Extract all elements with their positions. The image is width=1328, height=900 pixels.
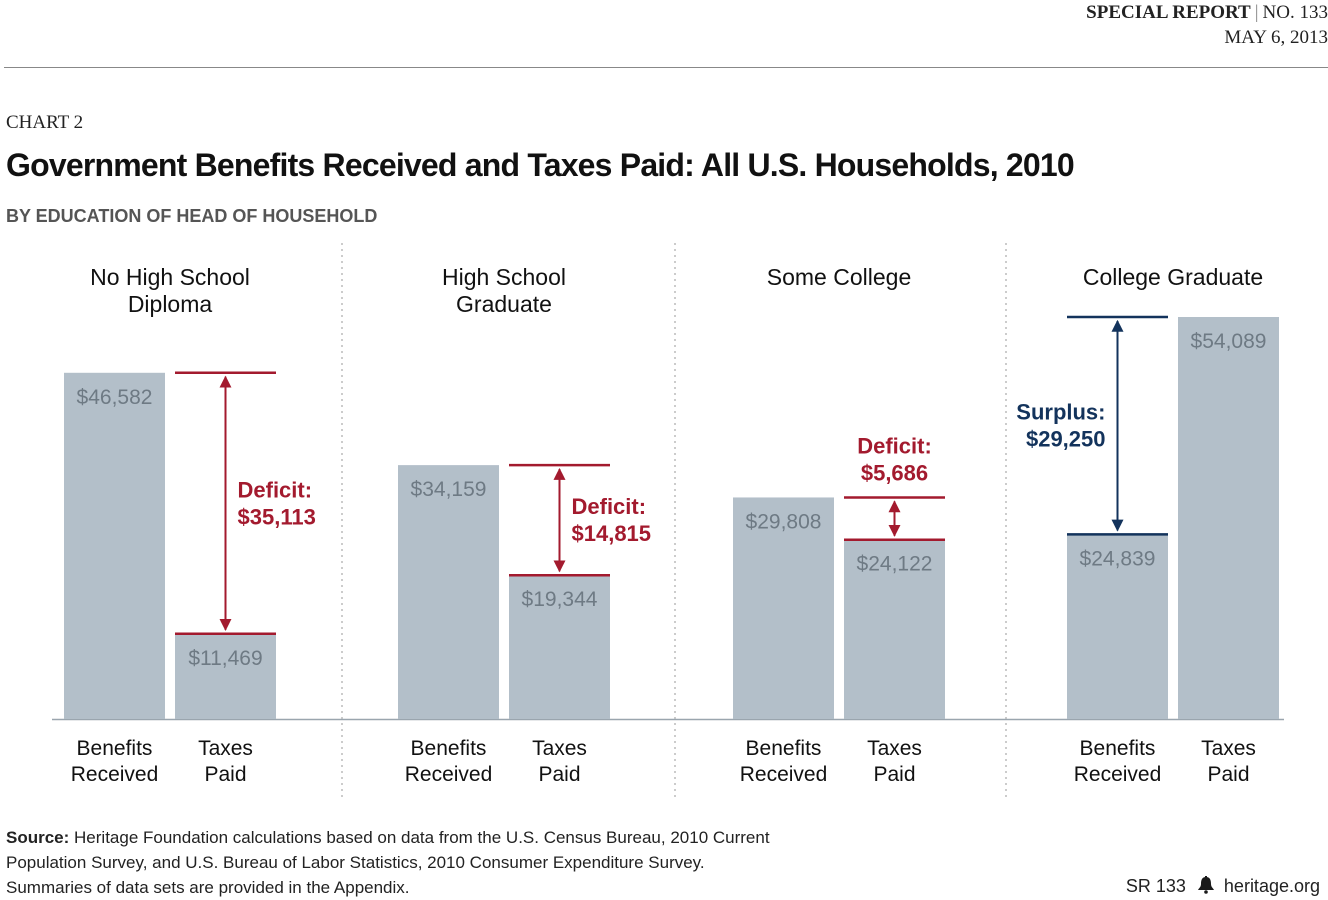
taxes-value-label: $19,344: [522, 588, 598, 611]
group-title: No High School Diploma: [90, 264, 250, 317]
report-number: NO. 133: [1262, 2, 1328, 23]
report-number-line: SPECIAL REPORT | NO. 133: [1086, 0, 1328, 25]
group-title: College Graduate: [1083, 264, 1263, 290]
group-title: Some College: [767, 264, 911, 290]
source-text: Heritage Foundation calculations based o…: [6, 828, 770, 897]
benefits-bar: [733, 497, 834, 719]
chart-subtitle: BY EDUCATION OF HEAD OF HOUSEHOLD: [6, 206, 378, 226]
report-label: SPECIAL REPORT: [1086, 2, 1251, 23]
taxes-value-label: $24,122: [857, 553, 933, 576]
chart-kicker: CHART 2: [6, 112, 84, 133]
difference-value: $5,686: [861, 460, 928, 485]
source-label: Source:: [6, 828, 70, 847]
source-note: Source: Heritage Foundation calculations…: [6, 825, 786, 900]
difference-value: $35,113: [238, 504, 316, 529]
taxes-bar: [1178, 317, 1279, 719]
taxes-axis-label: Taxes Paid: [532, 737, 587, 786]
benefits-axis-label: Benefits Received: [405, 737, 493, 786]
taxes-bar: [509, 575, 610, 719]
benefits-bar: [64, 372, 165, 719]
benefits-value-label: $34,159: [411, 478, 487, 501]
footer-site: heritage.org: [1223, 876, 1320, 896]
taxes-bar: [844, 539, 945, 719]
liberty-bell-icon: [1196, 876, 1216, 899]
difference-label: Deficit:: [238, 477, 313, 502]
footer: SR 133 heritage.org: [1126, 876, 1320, 899]
report-date: MAY 6, 2013: [1224, 27, 1328, 48]
separator: |: [1254, 2, 1259, 23]
difference-label: Surplus:: [1016, 400, 1105, 425]
benefits-axis-label: Benefits Received: [740, 737, 828, 786]
difference-label: Deficit:: [572, 494, 647, 519]
benefits-bar: [1067, 534, 1168, 719]
benefits-value-label: $24,839: [1080, 547, 1156, 570]
taxes-axis-label: Taxes Paid: [1201, 737, 1256, 786]
benefits-bar: [398, 465, 499, 719]
benefits-axis-label: Benefits Received: [1074, 737, 1162, 786]
taxes-value-label: $54,089: [1191, 330, 1267, 353]
taxes-bar: [175, 633, 276, 719]
group-title: High School Graduate: [442, 264, 566, 317]
taxes-axis-label: Taxes Paid: [867, 737, 922, 786]
benefits-axis-label: Benefits Received: [71, 737, 159, 786]
header-divider: [4, 67, 1328, 68]
report-header: SPECIAL REPORT | NO. 133 MAY 6, 2013: [1086, 0, 1328, 50]
chart-title: Government Benefits Received and Taxes P…: [6, 147, 1075, 183]
benefits-value-label: $29,808: [746, 510, 822, 533]
difference-label: Deficit:: [857, 433, 932, 458]
taxes-value-label: $11,469: [188, 647, 262, 670]
benefits-value-label: $46,582: [77, 386, 153, 409]
footer-code: SR 133: [1125, 876, 1186, 896]
difference-value: $29,250: [1026, 427, 1106, 452]
difference-value: $14,815: [572, 521, 652, 546]
taxes-axis-label: Taxes Paid: [198, 737, 253, 786]
